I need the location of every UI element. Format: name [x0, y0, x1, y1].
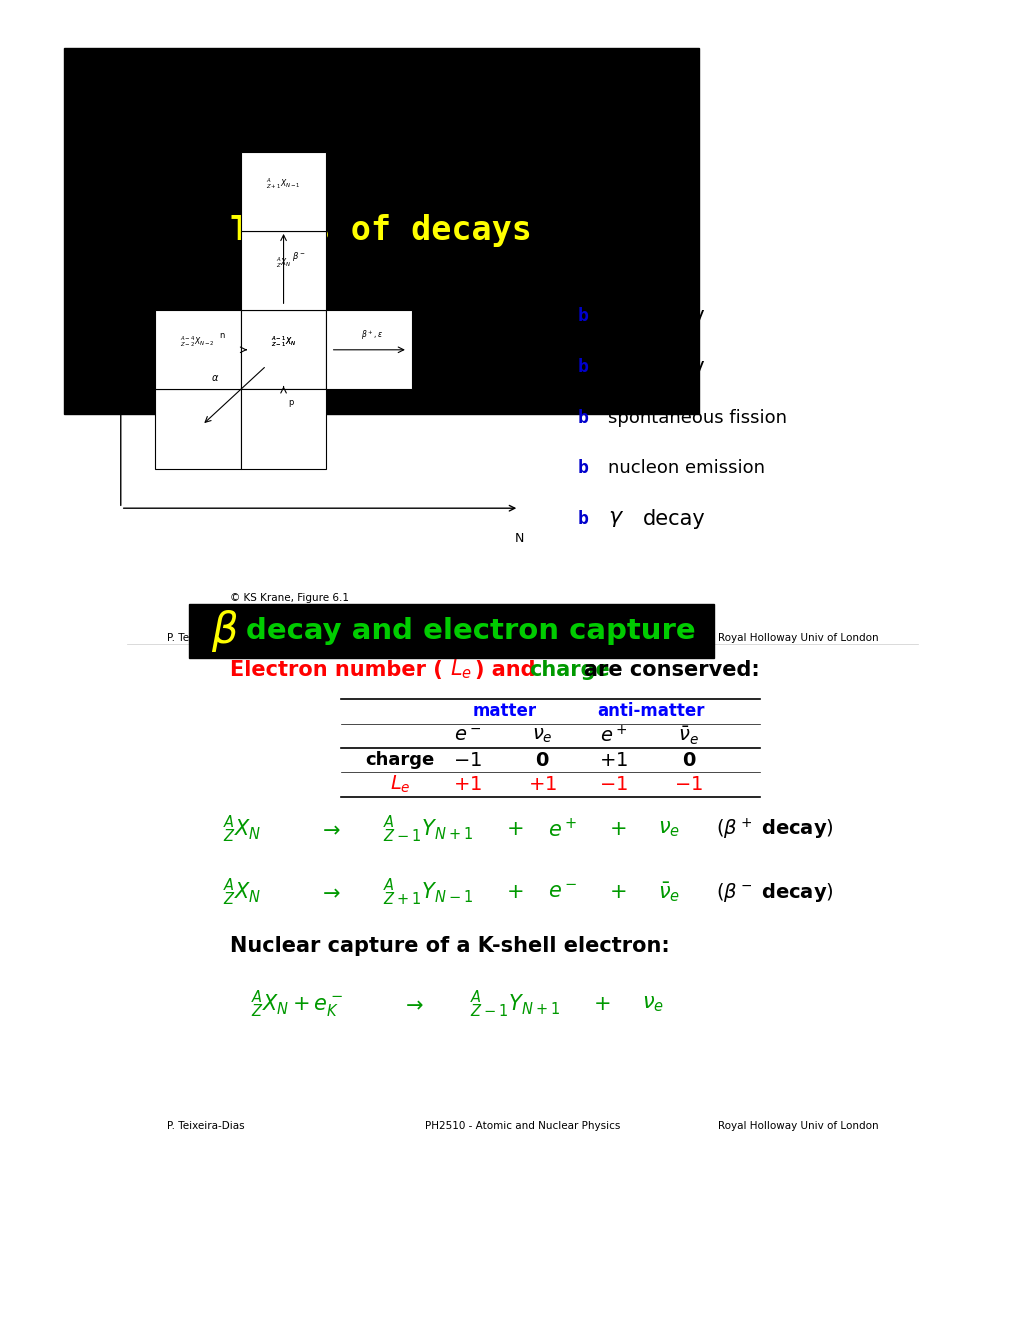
- Text: $e^-$: $e^-$: [453, 726, 481, 746]
- Text: $e^+$: $e^+$: [547, 817, 577, 841]
- Text: $\rightarrow$: $\rightarrow$: [400, 994, 423, 1014]
- Text: P. Teixeira-Dias: P. Teixeira-Dias: [167, 1121, 245, 1131]
- Text: anti-matter: anti-matter: [597, 702, 704, 721]
- Text: $+1$: $+1$: [528, 775, 556, 795]
- Bar: [155, 389, 240, 469]
- Text: decay: decay: [642, 356, 705, 376]
- Text: $e^+$: $e^+$: [599, 725, 627, 746]
- Text: $\rightarrow$: $\rightarrow$: [318, 820, 340, 840]
- Text: $\alpha$: $\alpha$: [211, 374, 219, 384]
- Text: $^{A-1}_{Z}X_{N-1}$: $^{A-1}_{Z}X_{N-1}$: [180, 255, 215, 271]
- Text: $^{A}_{Z-1}Y_{N+1}$: $^{A}_{Z-1}Y_{N+1}$: [470, 989, 559, 1019]
- Text: spontaneous fission: spontaneous fission: [607, 409, 787, 426]
- Bar: [240, 152, 326, 231]
- Text: Royal Holloway Univ of London: Royal Holloway Univ of London: [717, 634, 877, 643]
- Text: $+$: $+$: [505, 882, 523, 903]
- Text: matter: matter: [473, 702, 536, 721]
- Text: $(\beta^-\ \mathbf{decay})$: $(\beta^-\ \mathbf{decay})$: [715, 880, 834, 904]
- Text: decay and electron capture: decay and electron capture: [246, 616, 695, 645]
- Text: $^{A-4}_{Z-2}X_{N-2}$: $^{A-4}_{Z-2}X_{N-2}$: [180, 334, 215, 350]
- Text: Types of decays: Types of decays: [230, 214, 532, 247]
- Text: Z: Z: [99, 128, 108, 141]
- Text: $-1$: $-1$: [598, 775, 628, 795]
- Text: $+$: $+$: [608, 820, 626, 840]
- Text: Electron number (: Electron number (: [230, 660, 442, 680]
- Text: $\beta^+, \varepsilon$: $\beta^+, \varepsilon$: [361, 329, 382, 342]
- Text: PH2510 - Atomic and Nuclear Physics: PH2510 - Atomic and Nuclear Physics: [425, 634, 620, 643]
- Text: $\nu_e$: $\nu_e$: [532, 726, 552, 746]
- Text: $L_e$: $L_e$: [449, 657, 472, 681]
- Text: $^{A-1}_{Z-1}X_{N}$: $^{A-1}_{Z-1}X_{N}$: [271, 334, 296, 350]
- Text: $\mathbf{0}$: $\mathbf{0}$: [681, 751, 695, 770]
- Text: $^A_Z X_N$: $^A_Z X_N$: [223, 876, 261, 908]
- Text: Nuclear capture of a K-shell electron:: Nuclear capture of a K-shell electron:: [230, 936, 669, 956]
- Text: $L_e$: $L_e$: [389, 774, 410, 795]
- Text: $\bar{\nu}_e$: $\bar{\nu}_e$: [657, 880, 680, 904]
- Bar: [155, 310, 240, 389]
- Text: decay: decay: [642, 510, 705, 529]
- Bar: [326, 310, 412, 389]
- Text: b: b: [578, 358, 588, 376]
- Text: $\mathbf{0}$: $\mathbf{0}$: [535, 751, 549, 770]
- FancyBboxPatch shape: [189, 603, 713, 659]
- Bar: [240, 310, 326, 389]
- Text: b: b: [578, 308, 588, 325]
- Text: P. Teixeira-Dias: P. Teixeira-Dias: [167, 634, 245, 643]
- Text: b: b: [578, 511, 588, 528]
- Bar: [240, 231, 326, 310]
- Text: charge: charge: [365, 751, 434, 770]
- Text: $^{A-1}_{Z-1}X_{N}$: $^{A-1}_{Z-1}X_{N}$: [271, 334, 296, 350]
- Text: $\beta$: $\beta$: [607, 304, 623, 327]
- Text: $+1$: $+1$: [598, 751, 628, 770]
- Text: Royal Holloway Univ of London: Royal Holloway Univ of London: [717, 1121, 877, 1131]
- Text: $\bar{\nu}_e$: $\bar{\nu}_e$: [678, 725, 698, 747]
- Text: $e^-$: $e^-$: [547, 882, 577, 903]
- Text: b: b: [578, 459, 588, 478]
- Text: nucleon emission: nucleon emission: [607, 459, 764, 478]
- Text: $\gamma$: $\gamma$: [607, 510, 624, 529]
- Text: $^{A}_{Z-1}Y_{N+1}$: $^{A}_{Z-1}Y_{N+1}$: [382, 813, 473, 845]
- Text: $\beta$: $\beta$: [210, 609, 237, 653]
- Text: $+$: $+$: [592, 994, 610, 1014]
- Text: $^{A}_{Z+1}X_{N-1}$: $^{A}_{Z+1}X_{N-1}$: [266, 176, 301, 191]
- Text: $^A_Z X_N$: $^A_Z X_N$: [223, 813, 261, 845]
- Text: PH2510 - Atomic and Nuclear Physics: PH2510 - Atomic and Nuclear Physics: [425, 1121, 620, 1131]
- Text: $\nu_e$: $\nu_e$: [657, 820, 680, 840]
- Text: $^{A}_{Z-1}X_{N+1}$: $^{A}_{Z-1}X_{N+1}$: [352, 255, 386, 271]
- Text: $-1$: $-1$: [452, 751, 481, 770]
- Text: $^A_Z X_N + e^-_K$: $^A_Z X_N + e^-_K$: [251, 989, 343, 1019]
- Text: $(\beta^+\ \mathbf{decay})$: $(\beta^+\ \mathbf{decay})$: [715, 817, 834, 842]
- Text: $-1$: $-1$: [674, 775, 702, 795]
- Text: © KS Krane, Figure 6.1: © KS Krane, Figure 6.1: [230, 594, 348, 603]
- Text: $\alpha$: $\alpha$: [607, 356, 624, 376]
- Text: $+$: $+$: [505, 820, 523, 840]
- Text: ) and: ) and: [475, 660, 542, 680]
- Text: $+$: $+$: [608, 882, 626, 903]
- Text: $+1$: $+1$: [452, 775, 481, 795]
- Text: n: n: [219, 331, 224, 341]
- Text: decay: decay: [642, 306, 705, 326]
- Text: $\beta^-$: $\beta^-$: [291, 249, 306, 263]
- Text: b: b: [578, 409, 588, 426]
- Text: $^{A}_{Z}X_{N}$: $^{A}_{Z}X_{N}$: [276, 255, 290, 271]
- Text: $\rightarrow$: $\rightarrow$: [318, 882, 340, 903]
- Bar: [240, 389, 326, 469]
- Text: charge: charge: [529, 660, 609, 680]
- Text: $\nu_e$: $\nu_e$: [642, 994, 663, 1014]
- Text: N: N: [514, 532, 524, 545]
- Text: are conserved:: are conserved:: [584, 660, 759, 680]
- Text: $^{A}_{Z+1}Y_{N-1}$: $^{A}_{Z+1}Y_{N-1}$: [382, 876, 473, 908]
- Text: p: p: [287, 399, 292, 408]
